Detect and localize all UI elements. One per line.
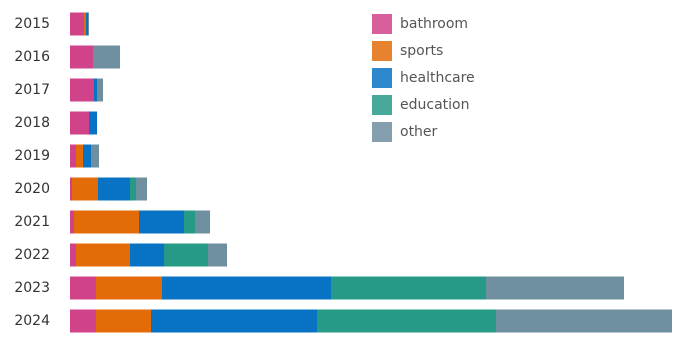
bar-segment: [70, 177, 72, 201]
legend-swatch: [372, 14, 392, 34]
bar-segment: [70, 210, 74, 234]
y-tick-label: 2024: [14, 313, 50, 329]
bar-segment: [331, 276, 486, 300]
bar-segment: [96, 276, 162, 300]
legend-swatch: [372, 95, 392, 115]
bar-segment: [83, 144, 91, 168]
bar-segment: [84, 12, 86, 36]
bar-segment: [74, 210, 139, 234]
y-tick-label: 2016: [14, 49, 50, 65]
legend-swatch: [372, 68, 392, 88]
legend-label: healthcare: [400, 70, 475, 86]
bar-segment: [208, 243, 227, 267]
bar-segment: [70, 276, 96, 300]
bar-segment: [70, 111, 89, 135]
bar-segment: [151, 309, 317, 333]
y-tick-label: 2021: [14, 214, 50, 230]
bar-segment: [136, 177, 147, 201]
bar-segment: [162, 276, 331, 300]
bar-segment: [72, 177, 98, 201]
bar-segment: [130, 243, 164, 267]
bar-segment: [93, 45, 120, 69]
bar-segment: [130, 177, 136, 201]
legend-label: other: [400, 124, 438, 140]
legend-swatch: [372, 122, 392, 142]
legend-label: sports: [400, 43, 443, 59]
y-tick-label: 2020: [14, 181, 50, 197]
y-tick-label: 2023: [14, 280, 50, 296]
y-tick-label: 2015: [14, 16, 50, 32]
bar-segment: [70, 243, 76, 267]
bar-segment: [96, 309, 151, 333]
bar-segment: [76, 243, 130, 267]
y-tick-label: 2017: [14, 82, 50, 98]
bar-segment: [97, 78, 103, 102]
bar-segment: [86, 12, 88, 36]
bar-segment: [317, 309, 496, 333]
y-tick-label: 2018: [14, 115, 50, 131]
bar-segment: [496, 309, 672, 333]
bar-segment: [98, 177, 130, 201]
y-tick-label: 2019: [14, 148, 50, 164]
bar-segment: [91, 144, 99, 168]
bar-segment: [70, 45, 93, 69]
legend-label: bathroom: [400, 16, 468, 32]
bar-segment: [94, 78, 97, 102]
legend: bathroom sports healthcare education other: [372, 14, 475, 142]
legend-swatch: [372, 41, 392, 61]
bar-segment: [195, 210, 210, 234]
bar-segment: [70, 309, 96, 333]
bar-segment: [139, 210, 184, 234]
bar-segment: [184, 210, 195, 234]
bar-segment: [70, 144, 76, 168]
bar-segment: [88, 12, 89, 36]
y-tick-label: 2022: [14, 247, 50, 263]
bar-segment: [89, 111, 97, 135]
bar-segment: [70, 12, 84, 36]
bar-segment: [164, 243, 208, 267]
legend-label: education: [400, 97, 469, 113]
bar-segment: [70, 78, 94, 102]
bar-segment: [76, 144, 83, 168]
bar-segment: [486, 276, 624, 300]
